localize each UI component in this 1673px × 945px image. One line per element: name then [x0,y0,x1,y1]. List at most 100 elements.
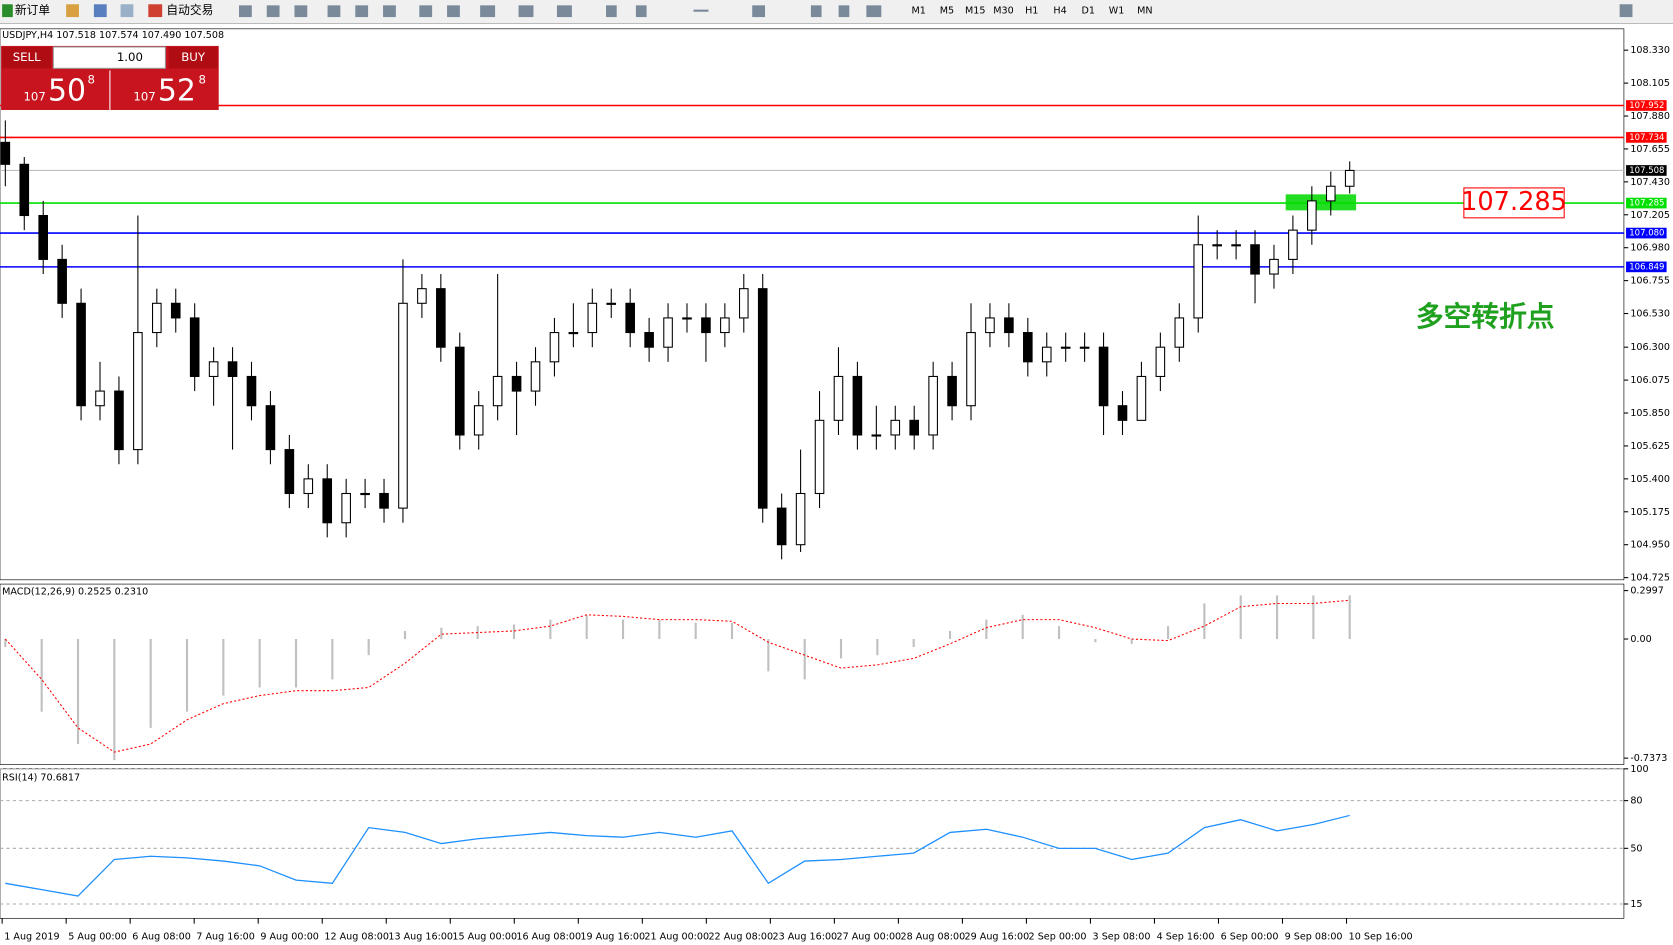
tool-icon[interactable] [810,5,822,18]
candle-body [682,317,692,320]
tool-icon[interactable] [838,5,850,18]
y-tick-label: 106.300 [1630,342,1670,353]
macd-bar [1239,595,1242,640]
sell-button[interactable] [2,46,52,69]
macd-bar [1094,639,1097,643]
candle-body [246,375,257,407]
lot-value[interactable]: 1.00 [117,50,143,64]
tool-icon[interactable] [294,5,308,18]
timeframe-button[interactable]: W1 [1109,6,1125,17]
x-tick-label: 21 Aug 00:00 [644,931,709,942]
candle-body [1307,200,1317,231]
price-tag-label: 107.734 [1629,133,1664,143]
timeframe-button[interactable]: MN [1137,6,1152,17]
candle-body [1023,332,1033,363]
new-order-button[interactable]: 新订单 [15,3,50,17]
macd-bar [658,619,661,640]
chart-layer: 108.330 108.105 107.880 107.655 107.430 107.2… [0,45,1670,942]
y-tick-label: 104.950 [1630,540,1670,551]
candle-body [814,419,825,495]
y-tick-label: 107.205 [1630,210,1670,221]
x-tick-label: 9 Sep 08:00 [1285,931,1343,942]
candle-body [1269,258,1279,275]
search-icon[interactable] [1619,4,1633,18]
lot-input[interactable] [52,46,166,69]
x-tick-label: 27 Aug 00:00 [837,931,902,942]
sell-price-sup[interactable]: 8 [87,73,94,87]
timeframe-button[interactable]: M30 [993,6,1013,17]
tool-icon[interactable] [480,5,496,18]
tool-icon[interactable] [239,5,252,18]
timeframe-button[interactable]: H1 [1025,6,1038,17]
timeframe-button[interactable]: M15 [965,6,985,17]
tool-icon[interactable] [327,5,341,18]
auto-trading-icon[interactable] [148,4,163,18]
tool-icon[interactable] [266,5,280,18]
sell-price-main[interactable]: 50 [48,73,86,108]
timeframe-button[interactable]: M5 [940,6,954,17]
price-tag [1626,100,1667,111]
x-tick-label: 22 Aug 08:00 [708,931,773,942]
x-tick-label: 23 Aug 16:00 [772,931,837,942]
tool-icon[interactable] [383,5,396,18]
timeframe-button[interactable]: D1 [1082,6,1095,17]
main-chart-frame [0,28,1625,581]
buy-price-sup[interactable]: 8 [198,73,205,87]
y-tick-label: 107.880 [1630,111,1670,122]
tool-icon[interactable] [419,5,433,18]
candle-body [776,507,787,546]
x-tick-label: 29 Aug 16:00 [965,931,1030,942]
tool-icon[interactable] [693,9,709,12]
candle-body [492,375,503,407]
macd-bar [1275,595,1279,640]
buy-price-main[interactable]: 52 [158,73,196,108]
candle-body [928,375,938,436]
candle-body [757,288,768,509]
macd-bar [549,619,552,640]
toolbar-icon[interactable] [93,4,107,18]
sell-label[interactable]: SELL [13,50,41,64]
tool-icon[interactable] [606,5,617,18]
candle-body [76,302,86,407]
candle-body [417,288,427,304]
candle-body [871,434,882,437]
tool-icon[interactable] [556,5,572,18]
x-tick-label: 9 Aug 00:00 [260,931,319,942]
tool-icon[interactable] [635,5,647,18]
x-tick-label: 19 Aug 16:00 [580,931,645,942]
candle-body [720,317,730,334]
y-tick-label: 50 [1630,843,1642,854]
tool-icon[interactable] [518,5,534,18]
candle-body [133,332,143,451]
auto-trading-button[interactable]: 自动交易 [166,3,213,17]
candle-body [644,332,654,348]
candle-body [265,405,276,451]
candle-body [1344,169,1355,187]
x-tick-label: 4 Sep 16:00 [1157,931,1215,942]
macd-bar [4,639,7,648]
new-order-icon[interactable] [2,4,13,18]
candle-body [208,361,219,377]
timeframe-button[interactable]: M1 [911,6,925,17]
sell-price-big[interactable]: 107 [23,90,45,104]
buy-price-big[interactable]: 107 [133,90,155,104]
x-tick-label: 3 Sep 08:00 [1093,931,1151,942]
macd-bar [621,619,625,640]
macd-bar [1057,626,1061,640]
toolbar-icon[interactable] [120,4,134,18]
tool-icon[interactable] [447,5,460,18]
timeframe-button[interactable]: H4 [1053,6,1066,17]
candle-body [1155,346,1166,377]
buy-button[interactable] [168,46,218,69]
tool-icon[interactable] [355,5,369,18]
macd-bar [222,639,225,696]
toolbar-icon[interactable] [66,4,79,18]
price-tag-label: 107.952 [1629,101,1664,111]
candle-body [795,492,806,546]
candle-body [625,302,635,334]
tool-icon[interactable] [866,5,882,18]
candle-body [473,405,484,436]
buy-label[interactable]: BUY [181,50,206,64]
tool-icon[interactable] [752,5,766,18]
